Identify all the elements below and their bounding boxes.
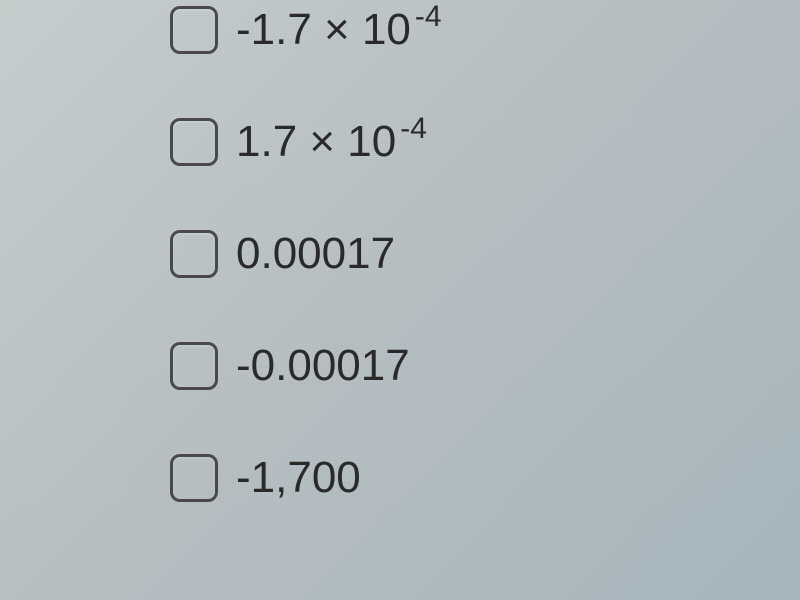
option-label: -1,700	[236, 453, 365, 503]
option-base-text: 0.00017	[236, 229, 395, 279]
option-base-text: -0.00017	[236, 341, 410, 391]
option-row: 1.7 × 10 -4	[170, 117, 800, 167]
option-exponent-text: -4	[400, 112, 427, 146]
checkbox[interactable]	[170, 118, 218, 166]
checkbox[interactable]	[170, 6, 218, 54]
checkbox[interactable]	[170, 454, 218, 502]
checkbox[interactable]	[170, 230, 218, 278]
option-label: 1.7 × 10 -4	[236, 117, 427, 167]
checkbox-options-list: -1.7 × 10 -4 1.7 × 10 -4 0.00017 -0.0001…	[0, 0, 800, 503]
option-label: -0.00017	[236, 341, 414, 391]
option-base-text: 1.7 × 10	[236, 117, 396, 167]
option-row: -1,700	[170, 453, 800, 503]
option-exponent-text: -4	[415, 0, 442, 34]
option-row: -1.7 × 10 -4	[170, 5, 800, 55]
option-row: -0.00017	[170, 341, 800, 391]
checkbox[interactable]	[170, 342, 218, 390]
option-row: 0.00017	[170, 229, 800, 279]
option-base-text: -1,700	[236, 453, 361, 503]
option-base-text: -1.7 × 10	[236, 5, 411, 55]
option-label: -1.7 × 10 -4	[236, 5, 442, 55]
option-label: 0.00017	[236, 229, 399, 279]
